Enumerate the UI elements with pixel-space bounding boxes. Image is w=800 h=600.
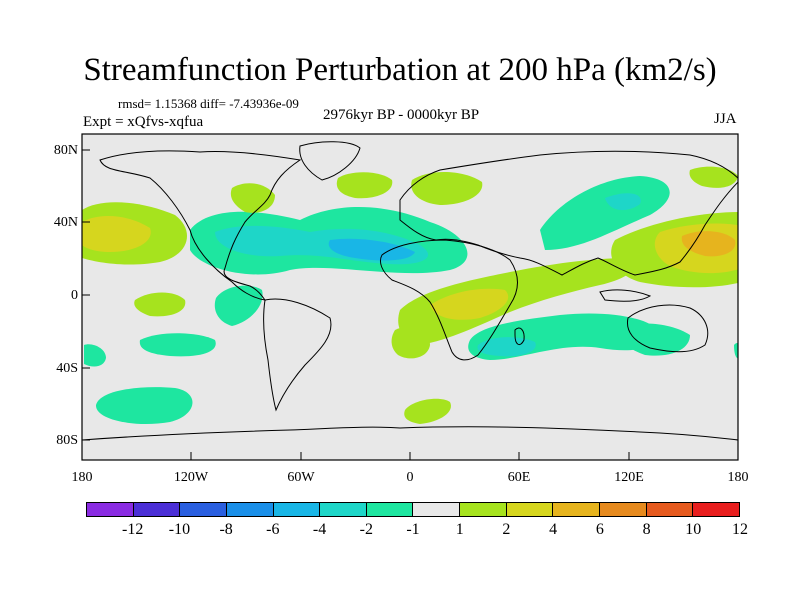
plot-title: Streamfunction Perturbation at 200 hPa (…: [83, 52, 717, 88]
colorbar-box-9: [506, 503, 554, 516]
contour-pos-south-pacific-2: [404, 398, 451, 424]
colorbar-box-1: [133, 503, 181, 516]
lon-label-180e: 180: [727, 470, 749, 485]
colorbar-label: 6: [595, 521, 604, 538]
contour-neg-asia-core: [605, 193, 641, 211]
colorbar: [86, 502, 740, 517]
colorbar-label: -1: [406, 521, 420, 538]
coastline-south-america: [263, 298, 332, 412]
coastline-madagascar: [514, 327, 525, 346]
colorbar-label: 12: [732, 521, 748, 538]
experiment-label: Expt = xQfvs-xqfua: [83, 114, 204, 130]
contour-neg-south-america: [139, 333, 216, 357]
season-label: JJA: [714, 111, 737, 127]
colorbar-label: -10: [168, 521, 191, 538]
colorbar-box-8: [460, 503, 507, 516]
colorbar-box-2: [180, 503, 227, 516]
contour-pos-north-america: [230, 183, 275, 213]
lon-label-60e: 60E: [507, 470, 531, 485]
colorbar-box-6: [366, 503, 414, 516]
contour-neg-far-east: [620, 323, 690, 356]
contour-pos-east-pacific-s: [134, 292, 186, 317]
contour-pos-europe: [411, 171, 483, 205]
coastline-greenland: [299, 141, 361, 181]
colorbar-box-11: [600, 503, 647, 516]
colorbar-box-5: [320, 503, 367, 516]
stats-label: rmsd= 1.15368 diff= -7.43936e-09: [118, 96, 299, 111]
colorbar-label: 10: [685, 521, 702, 538]
contour-pos-north-atlantic: [336, 172, 393, 199]
lat-label-80s: 80S: [56, 433, 78, 448]
colorbar-label: 2: [502, 521, 511, 538]
contour-pos-north-pacific-core: [82, 216, 151, 252]
lat-label-40n: 40N: [53, 215, 78, 230]
colorbar-label: -2: [359, 521, 373, 538]
contour-pos-northeast-asia: [689, 166, 738, 188]
colorbar-label: 1: [455, 521, 464, 538]
coastline-australia: [626, 304, 709, 353]
lat-label-40s: 40S: [56, 361, 78, 376]
contour-neg-indian-core: [477, 337, 536, 357]
coastline-indonesia: [599, 289, 652, 302]
lat-label-80n: 80N: [53, 143, 78, 158]
contour-neg-asia: [540, 176, 670, 250]
colorbar-box-0: [87, 503, 134, 516]
colorbar-box-7: [413, 503, 461, 516]
coastline-north-america: [99, 150, 302, 301]
colorbar-label: -4: [312, 521, 327, 538]
contour-pos-africa-core: [430, 288, 509, 320]
contour-neg-east-edge: [734, 343, 738, 359]
lon-label-180w: 180: [71, 470, 93, 485]
period-label: 2976kyr BP - 0000kyr BP: [323, 107, 480, 123]
contour-pos-africa-band: [398, 258, 636, 345]
contour-neg-atlantic-inner: [328, 238, 415, 261]
colorbar-box-4: [273, 503, 321, 516]
colorbar-box-13: [693, 503, 739, 516]
colorbar-label: 8: [642, 521, 651, 538]
coastlines: [82, 141, 738, 441]
lat-label-0: 0: [71, 288, 78, 303]
colorbar-box-12: [646, 503, 694, 516]
coastline-africa: [379, 239, 518, 361]
lon-label-120e: 120E: [614, 470, 644, 485]
lon-label-120w: 120W: [173, 470, 209, 485]
colorbar-label: -12: [122, 521, 144, 538]
lon-label-0: 0: [406, 470, 414, 485]
contour-fields: [82, 166, 738, 425]
coastline-antarctica: [82, 426, 738, 441]
colorbar-label: -8: [219, 521, 233, 538]
colorbar-label: 4: [549, 521, 558, 538]
contour-pos-south-atlantic: [391, 326, 430, 359]
colorbar-box-3: [226, 503, 274, 516]
lon-label-60w: 60W: [287, 470, 315, 485]
axis-ticks: [82, 149, 630, 460]
contour-pos-pacific-east-core: [681, 231, 736, 257]
colorbar-label: -6: [266, 521, 280, 538]
contour-neg-south-pacific: [95, 387, 193, 425]
colorbar-box-10: [553, 503, 601, 516]
contour-neg-pacific-west: [84, 344, 106, 367]
